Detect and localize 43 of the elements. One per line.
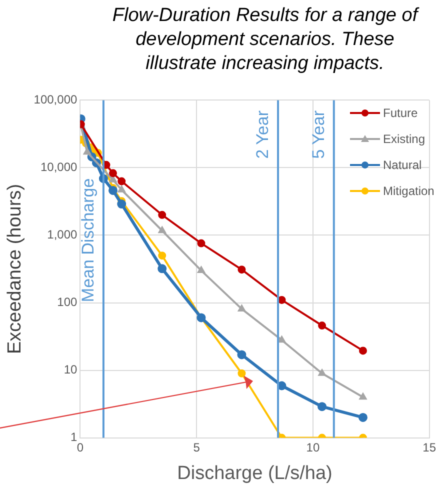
point: [318, 322, 326, 330]
y-tick-label: 100,000: [34, 92, 78, 107]
y-tick-label: 1,000: [47, 228, 78, 242]
point: [238, 369, 246, 378]
point: [108, 169, 117, 178]
point: [158, 226, 166, 234]
point: [158, 210, 166, 219]
x-tick-label: 10: [306, 440, 320, 454]
point: [108, 186, 118, 195]
y-tick-label: 10: [64, 362, 78, 377]
chart-title: Flow-Duration Results for a range of development scenarios. These illustrate increasing impacts.: [111, 4, 420, 76]
legend-label: Natural: [383, 158, 422, 172]
y-tick-label: 1: [70, 430, 78, 444]
point: [238, 266, 246, 274]
ref-line-label: Mean Discharge: [78, 178, 98, 302]
x-axis-title: Discharge (L/s/ha): [177, 462, 332, 484]
point: [118, 177, 126, 186]
point: [118, 186, 126, 192]
point: [238, 304, 246, 312]
legend-label: Future: [383, 106, 418, 120]
ref-line-label: 5 Year: [309, 110, 328, 159]
point: [359, 393, 367, 400]
legend-label: Existing: [383, 132, 426, 146]
point: [237, 350, 246, 360]
point: [278, 336, 286, 343]
point: [158, 264, 167, 274]
point: [318, 369, 326, 376]
x-tick-label: 0: [76, 440, 84, 454]
point: [198, 266, 205, 274]
point: [318, 402, 327, 412]
x-tick-label: 15: [422, 440, 436, 454]
point: [197, 239, 206, 248]
y-tick-label: 10,000: [40, 160, 78, 174]
y-tick-label: 100: [57, 295, 78, 310]
x-tick-label: 5: [193, 440, 200, 454]
y-axis-title: Exceedance (hours): [4, 184, 26, 354]
point: [358, 346, 367, 355]
point: [117, 200, 126, 209]
legend-label: Mitigation: [383, 184, 434, 198]
point: [358, 412, 368, 422]
ref-line-label: 2 Year: [253, 110, 272, 159]
point: [84, 148, 91, 155]
point: [158, 252, 166, 260]
